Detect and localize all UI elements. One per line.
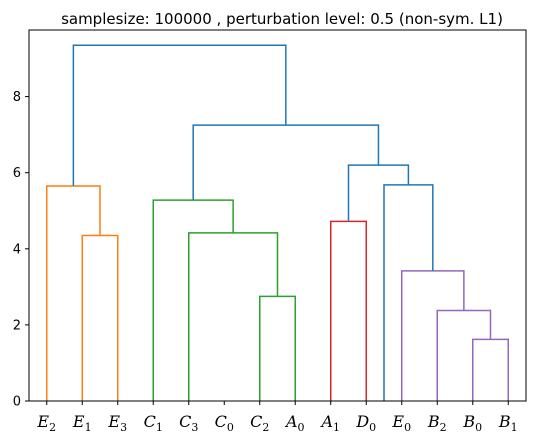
leaf-label: B1 [498, 412, 518, 434]
chart-title: samplesize: 100000 , perturbation level:… [61, 10, 503, 28]
leaf-label: E0 [391, 412, 411, 434]
y-axis: 0 2 4 6 8 [13, 90, 29, 410]
dendrogram-link-2 [259, 295, 296, 401]
dendrogram-link-4 [152, 199, 234, 401]
dendrogram-link-5 [330, 220, 367, 401]
dendrogram-link-0 [81, 234, 119, 401]
leaf-label: B0 [462, 412, 482, 434]
dendrogram-link-12 [72, 44, 287, 187]
y-tick-label: 0 [13, 395, 21, 410]
leaf-label: E2 [36, 412, 56, 434]
leaf-label: D0 [355, 412, 376, 434]
dendrogram-link-3 [188, 232, 279, 401]
dendrogram-link-10 [347, 164, 410, 222]
dendrogram-link-6 [472, 338, 509, 401]
dendrogram-link-7 [436, 309, 492, 401]
x-axis: E2 E1 E3 C1 C3 C0 C2 A0 A1 D0 E0 B2 B0 B1 [36, 401, 518, 434]
leaf-label: A1 [319, 412, 340, 434]
links-layer [46, 44, 509, 401]
leaf-label: C3 [179, 412, 198, 434]
y-tick-label: 4 [13, 242, 21, 257]
y-tick-label: 2 [13, 318, 21, 333]
dendrogram-link-9 [383, 184, 434, 401]
leaf-label: A0 [284, 412, 305, 434]
y-tick-label: 6 [13, 166, 21, 181]
leaf-label: E1 [72, 412, 92, 434]
dendrogram-link-11 [192, 124, 380, 201]
y-tick-label: 8 [13, 90, 21, 105]
leaf-label: E3 [107, 412, 127, 434]
leaf-label: B2 [427, 412, 447, 434]
dendrogram-link-1 [46, 185, 101, 401]
leaf-label: C1 [144, 412, 163, 434]
plot-frame [28, 29, 527, 402]
leaf-label: C0 [215, 412, 234, 434]
leaf-label: C2 [250, 412, 269, 434]
dendrogram-link-8 [401, 270, 465, 401]
